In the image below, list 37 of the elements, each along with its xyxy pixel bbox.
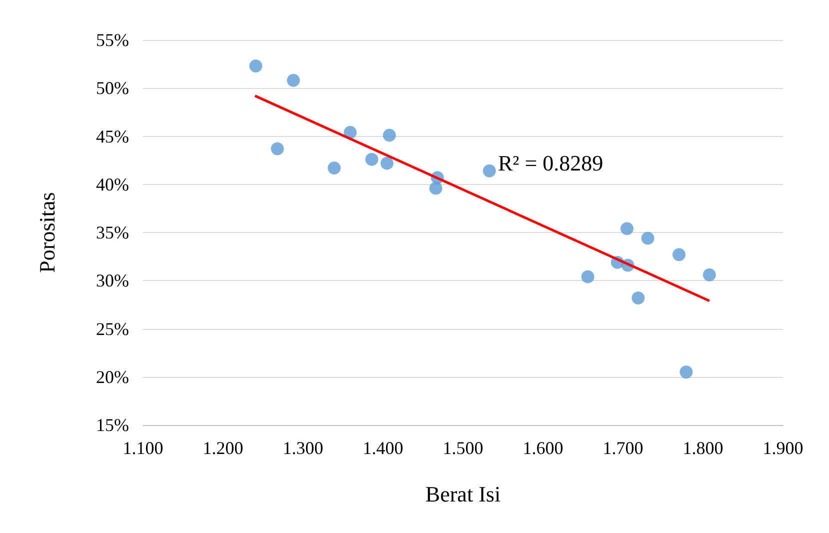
point [581, 270, 594, 284]
y-tick-label: 55% [96, 30, 129, 50]
x-tick-label: 1.400 [362, 438, 404, 458]
x-tick-label: 1.500 [442, 438, 484, 458]
point [270, 142, 284, 156]
point [365, 152, 378, 166]
x-tick-label: 1.600 [522, 438, 564, 458]
point [641, 232, 654, 245]
point [632, 291, 645, 304]
annotation: R² = 0.8289 [498, 150, 604, 176]
y-tick-label: 35% [96, 222, 129, 242]
y-tick-label: 15% [96, 415, 129, 435]
x-tick-label: 1.900 [762, 438, 804, 458]
x-tick-label: 1.200 [202, 438, 244, 458]
y-tick-label: 50% [96, 78, 129, 98]
point [702, 268, 716, 282]
point [249, 59, 262, 72]
y-tick-label: 40% [96, 174, 129, 194]
y-tick-label: 20% [96, 366, 129, 387]
x-tick-label: 1.800 [682, 438, 724, 458]
point [382, 128, 396, 142]
point [328, 162, 341, 175]
point [286, 74, 300, 87]
x-axis-title: Berat Isi [425, 482, 501, 506]
y-tick-label: 25% [96, 318, 129, 339]
point [680, 366, 693, 379]
point [482, 164, 496, 178]
x-tick-label: 1.100 [122, 438, 164, 458]
x-tick-label: 1.300 [282, 438, 324, 458]
point [380, 156, 394, 170]
point [620, 222, 634, 236]
y-tick-label: 30% [96, 270, 129, 291]
y-tick-label: 45% [96, 126, 129, 146]
y-axis-title: Porositas [34, 192, 60, 273]
x-tick-label: 1.700 [602, 438, 644, 458]
point [429, 182, 442, 195]
point [672, 248, 686, 262]
